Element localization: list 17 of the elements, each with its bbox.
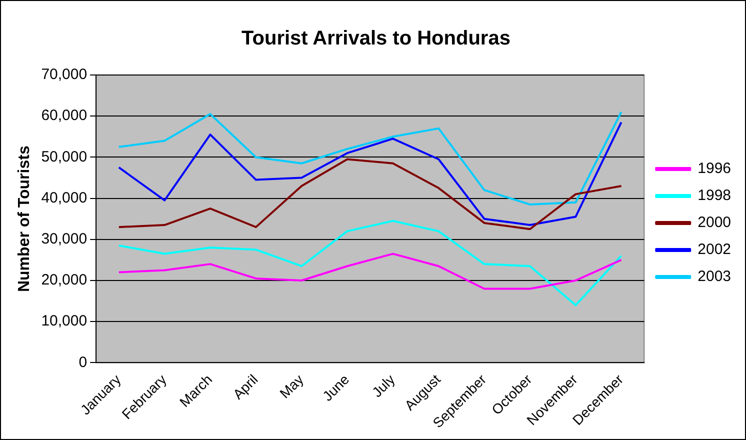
y-tick-label: 70,000 <box>41 66 88 84</box>
y-tick-label: 30,000 <box>41 230 88 248</box>
legend-label: 2003 <box>698 268 732 286</box>
legend-label: 2002 <box>698 241 732 258</box>
y-tick-label: 0 <box>78 354 88 371</box>
legend-label: 2000 <box>698 214 732 232</box>
y-tick-label: 40,000 <box>41 189 88 206</box>
x-tick-label: May <box>276 371 306 402</box>
x-tick-label: July <box>368 371 398 400</box>
chart-title: Tourist Arrivals to Honduras <box>242 28 510 50</box>
y-tick-label: 10,000 <box>41 312 88 330</box>
y-tick-label: 50,000 <box>41 148 88 166</box>
legend-label: 1996 <box>698 160 732 178</box>
y-tick-label: 60,000 <box>41 107 88 124</box>
legend-label: 1998 <box>698 187 732 204</box>
y-axis-title: Number of Tourists <box>16 146 34 292</box>
y-tick-label: 20,000 <box>41 272 88 289</box>
